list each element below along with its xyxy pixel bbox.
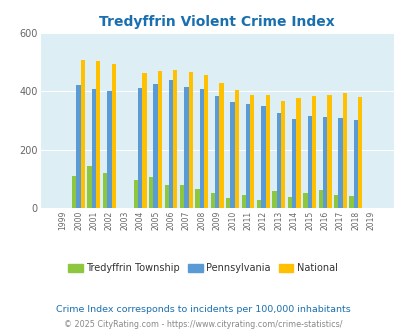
Bar (311, 96, 315, 208)
Bar (133, 180, 138, 208)
Bar (226, 198, 230, 208)
Bar (158, 71, 162, 208)
Bar (92, 89, 96, 208)
Bar (296, 98, 300, 208)
Bar (261, 107, 265, 208)
Text: © 2025 CityRating.com - https://www.cityrating.com/crime-statistics/: © 2025 CityRating.com - https://www.city… (64, 319, 341, 329)
Bar (168, 80, 173, 208)
Bar (107, 91, 111, 208)
Bar (287, 197, 291, 208)
Bar (322, 117, 326, 208)
Bar (203, 75, 208, 208)
Bar (349, 196, 353, 208)
Bar (142, 73, 146, 208)
Bar (353, 119, 357, 208)
Bar (318, 190, 322, 208)
Legend: Tredyffrin Township, Pennsylvania, National: Tredyffrin Township, Pennsylvania, Natio… (64, 259, 341, 277)
Bar (199, 89, 203, 208)
Bar (164, 184, 168, 208)
Title: Tredyffrin Violent Crime Index: Tredyffrin Violent Crime Index (99, 15, 334, 29)
Bar (249, 95, 254, 208)
Bar (234, 90, 239, 208)
Bar (280, 101, 285, 208)
Bar (215, 96, 219, 208)
Bar (179, 184, 184, 208)
Bar (241, 195, 245, 208)
Bar (72, 176, 76, 208)
Bar (76, 85, 81, 208)
Text: Crime Index corresponds to incidents per 100,000 inhabitants: Crime Index corresponds to incidents per… (55, 305, 350, 314)
Bar (184, 87, 188, 208)
Bar (111, 64, 115, 208)
Bar (307, 116, 311, 208)
Bar (265, 95, 269, 208)
Bar (210, 193, 215, 208)
Bar (96, 61, 100, 208)
Bar (138, 88, 142, 208)
Bar (272, 191, 276, 208)
Bar (333, 195, 337, 208)
Bar (337, 118, 342, 208)
Bar (153, 84, 158, 208)
Bar (326, 95, 331, 208)
Bar (188, 72, 192, 208)
Bar (149, 177, 153, 208)
Bar (230, 102, 234, 208)
Bar (256, 200, 261, 208)
Bar (195, 189, 199, 208)
Bar (276, 113, 280, 208)
Bar (87, 166, 92, 208)
Bar (245, 104, 249, 208)
Bar (303, 193, 307, 208)
Bar (219, 83, 223, 208)
Bar (173, 70, 177, 208)
Bar (291, 119, 296, 208)
Bar (357, 97, 362, 208)
Bar (342, 93, 346, 208)
Bar (102, 173, 107, 208)
Bar (81, 60, 85, 208)
